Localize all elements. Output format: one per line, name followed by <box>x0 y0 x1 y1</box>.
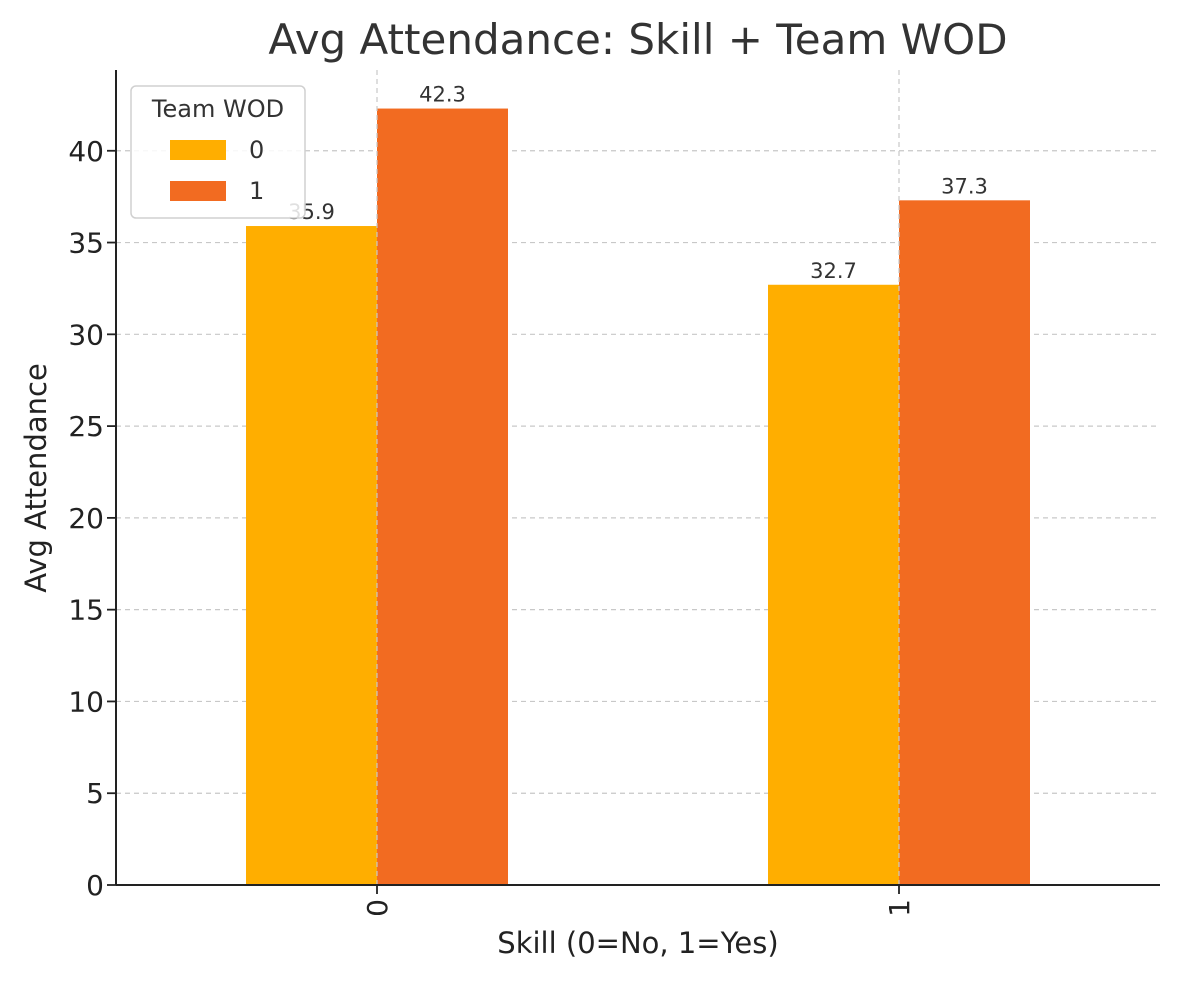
legend-swatch-0 <box>170 140 226 160</box>
y-tick-label: 15 <box>68 594 104 627</box>
bars <box>246 108 1030 885</box>
y-tick-label: 5 <box>86 777 104 810</box>
legend-title: Team WOD <box>151 95 284 123</box>
chart-title: Avg Attendance: Skill + Team WOD <box>268 15 1007 64</box>
legend-label: 1 <box>249 177 264 205</box>
y-tick-label: 30 <box>68 318 104 351</box>
data-label: 32.7 <box>810 259 857 283</box>
y-tick-label: 0 <box>86 869 104 902</box>
y-tick-label: 20 <box>68 502 104 535</box>
legend: Team WOD 0 1 <box>130 85 306 219</box>
y-tick-label: 10 <box>68 685 104 718</box>
vertical-grid-lines <box>376 70 900 885</box>
data-label: 42.3 <box>419 83 466 107</box>
y-tick-label: 40 <box>68 135 104 168</box>
data-labels: 35.942.332.737.3 <box>288 83 988 283</box>
legend-label: 0 <box>249 136 264 164</box>
x-tick-label: 1 <box>883 899 916 917</box>
bar-skill-0-teamwod-1 <box>377 108 508 885</box>
legend-swatch-1 <box>170 181 226 201</box>
x-tick-label: 0 <box>361 899 394 917</box>
bar-skill-1-teamwod-1 <box>899 200 1030 885</box>
bar-skill-1-teamwod-0 <box>768 284 899 885</box>
x-axis-label: Skill (0=No, 1=Yes) <box>497 926 778 960</box>
data-label: 37.3 <box>941 174 988 198</box>
bar-skill-0-teamwod-0 <box>246 226 377 885</box>
y-tick-label: 35 <box>68 227 104 260</box>
y-tick-label: 25 <box>68 410 104 443</box>
y-axis-label: Avg Attendance <box>19 363 53 593</box>
